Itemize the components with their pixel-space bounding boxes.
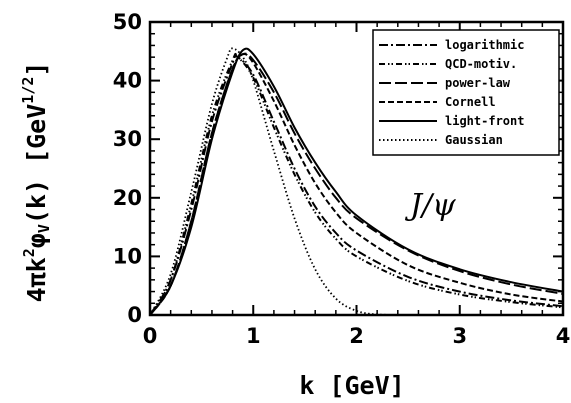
y-label-sq: 2 xyxy=(20,248,38,257)
legend-label: QCD-motiv. xyxy=(445,57,517,71)
particle-annotation: J/ψ xyxy=(404,188,456,223)
x-tick-label: 4 xyxy=(556,324,571,348)
y-label-close: ] xyxy=(22,62,51,77)
series-line-cornell xyxy=(149,53,564,316)
legend-label: logarithmic xyxy=(445,38,524,52)
x-tick-label: 1 xyxy=(246,324,261,348)
y-label-sub: V xyxy=(35,224,53,233)
y-label-phi: φ xyxy=(22,233,51,248)
legend-label: light-front xyxy=(445,114,524,128)
plot-area: 0 1 2 3 401020304050logarithmicQCD-motiv.pow… xyxy=(113,10,571,348)
y-tick-label: 30 xyxy=(113,127,142,151)
series-line-qcd-motiv xyxy=(149,52,564,316)
y-tick-label: 20 xyxy=(113,186,142,210)
legend-label: power-law xyxy=(445,76,511,90)
y-tick-label: 0 xyxy=(127,303,142,327)
x-tick-label: 3 xyxy=(452,324,467,348)
x-axis-label: k [GeV] xyxy=(299,371,404,400)
series-line-light-front xyxy=(149,47,564,316)
y-label-rest: (k) [GeV xyxy=(22,104,51,224)
y-tick-label: 10 xyxy=(113,244,142,268)
legend-label: Gaussian xyxy=(445,133,503,147)
y-axis-label: 4πk2φV(k) [GeV1/2] xyxy=(19,62,53,303)
y-label-sup: 1/2 xyxy=(19,77,37,104)
x-tick-label: 2 xyxy=(349,324,364,348)
svg-text:4πk2φV(k) [GeV1/2]: 4πk2φV(k) [GeV1/2] xyxy=(19,62,53,303)
legend-box xyxy=(372,29,560,156)
y-tick-label: 50 xyxy=(113,10,142,34)
y-tick-label: 40 xyxy=(113,69,142,93)
x-tick-label: 0 xyxy=(143,324,158,348)
series-line-logarithmic xyxy=(149,54,564,316)
y-label-main: 4πk xyxy=(22,257,51,302)
legend-label: Cornell xyxy=(445,95,496,109)
